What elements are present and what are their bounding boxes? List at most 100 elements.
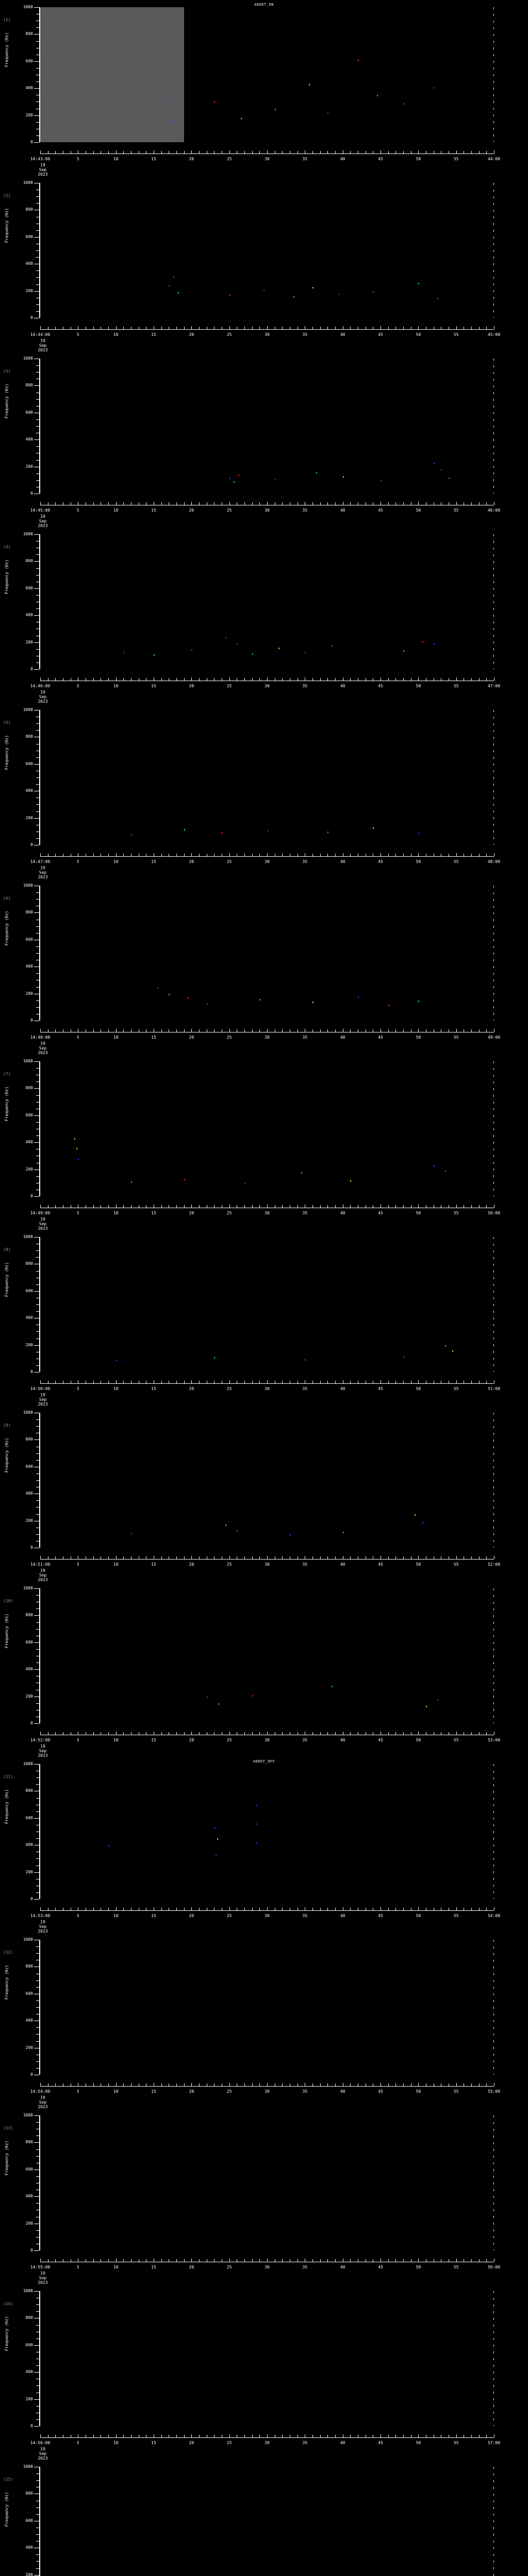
y-axis-spine [39,359,40,494]
x-axis-minor-tick [335,1381,336,1383]
y-axis-spine [39,2291,40,2426]
x-axis-minor-tick [123,2259,124,2262]
date-line: 2023 [38,1929,48,1934]
x-axis-tick-label: 47:00 [487,684,501,688]
x-axis-tick [456,677,457,681]
x-axis-minor-tick [403,2083,404,2086]
x-axis-minor-tick [123,1732,124,1735]
x-axis-minor-tick [55,2435,56,2437]
x-axis-tick-label: 30 [265,859,270,864]
x-axis-tick [456,2434,457,2437]
x-axis-tick-label: 55 [453,684,459,688]
x-axis-minor-tick [108,2435,109,2437]
x-axis-tick-label: 30 [265,2441,270,2445]
data-point [274,479,276,481]
y-axis-tick-label: 0 [30,1545,33,1550]
y-axis-minor-tick [36,1176,39,1177]
x-axis-minor-tick [252,502,253,505]
data-point [293,296,295,298]
x-axis-minor-tick [471,151,472,154]
y-axis-minor-tick [36,1304,39,1305]
x-axis-tick-label: 30 [265,684,270,688]
data-point [418,282,420,284]
y-axis-tick [34,1345,39,1346]
right-axis-spine [493,710,494,845]
x-axis-minor-tick [320,1732,321,1735]
x-axis-tick [267,2083,268,2086]
data-point [373,291,374,293]
y-axis-tick-label: 200 [25,2572,33,2576]
data-point [244,1182,245,1184]
x-axis-tick-label: 14:53:00 [30,1913,51,1918]
x-axis-minor-tick [252,678,253,681]
x-axis-minor-tick [478,1205,480,1208]
x-axis-minor-tick [259,2083,260,2086]
x-axis-minor-tick [335,678,336,681]
y-axis-tick [34,2196,39,2197]
y-axis-minor-tick [36,1629,39,1630]
y-axis-minor-tick [36,2419,39,2420]
x-axis-minor-tick [252,151,253,154]
x-axis-tick [191,1029,192,1032]
x-axis-minor-tick [486,151,487,154]
data-point [376,95,378,97]
date-line: 2023 [38,1050,48,1055]
date-line: 19 [40,2447,45,2451]
y-axis-minor-tick [36,1480,39,1481]
x-axis-minor-tick [199,2435,200,2437]
x-axis-minor-tick [486,1205,487,1208]
x-axis-tick [418,1732,419,1735]
x-axis-tick [418,1205,419,1208]
right-axis-spine [493,886,494,1021]
x-axis-minor-tick [282,1908,283,1910]
x-axis-tick-label: 14:47:00 [30,859,51,864]
x-axis-tick-label: 14:46:00 [30,684,51,688]
date-line: 2023 [38,172,48,177]
x-axis-tick-label: 55 [453,1386,459,1391]
x-axis-tick-label: 10 [113,2441,119,2445]
x-axis-minor-tick [108,1732,109,1735]
y-axis-minor-tick [36,2156,39,2157]
x-axis-tick-label: 14:45:00 [30,508,51,513]
x-axis-tick-label: 25 [226,1562,232,1567]
x-axis-minor-tick [55,1732,56,1735]
y-axis-title: Frequency (Hz) [4,1789,9,1824]
x-axis-minor-tick [486,1556,487,1559]
x-axis-tick-label: 10 [113,1738,119,1742]
x-axis-tick-label: 10 [113,2265,119,2269]
x-axis-tick-label: 50 [416,508,421,513]
plot-area [40,183,494,318]
data-point [312,1002,314,1004]
data-point [131,834,132,836]
y-axis-minor-tick [36,1081,39,1082]
data-point [331,645,333,647]
y-axis-minor-tick [36,649,39,650]
x-axis-minor-tick [161,854,162,856]
x-axis-tick-label: 15 [151,1913,156,1918]
date-line: 19 [40,1920,45,1924]
y-axis-tick-label: 400 [25,1667,33,1672]
x-axis-minor-tick [93,327,94,329]
x-axis-spine [40,1559,494,1560]
x-axis-tick [418,853,419,856]
x-axis-minor-tick [259,1732,260,1735]
x-axis-tick-label: 45 [378,508,383,513]
x-axis-minor-tick [55,327,56,329]
y-axis-minor-tick [36,1068,39,1069]
x-axis-minor-tick [161,502,162,505]
spectrogram-panel: (2) Frequency (Hz) 0 200 400 600 800 1000 14:44:… [0,179,528,354]
x-axis-date-label: 19 Sep 2023 [25,1568,61,1582]
x-axis-tick-label: 14:51:00 [30,1562,51,1567]
x-axis-minor-tick [259,327,260,329]
y-axis-tick-label: 1000 [23,1410,33,1415]
y-axis-minor-tick [36,777,39,778]
y-axis-title: Frequency (Hz) [4,735,9,770]
y-axis-tick-label: 1000 [23,5,33,9]
data-point [327,112,329,114]
x-axis-tick [40,1380,41,1383]
x-axis-minor-tick [108,327,109,329]
x-axis-minor-tick [388,1732,389,1735]
x-axis-minor-tick [282,1732,283,1735]
panel-index-label: (6) [3,896,11,901]
x-axis-minor-tick [388,2259,389,2262]
